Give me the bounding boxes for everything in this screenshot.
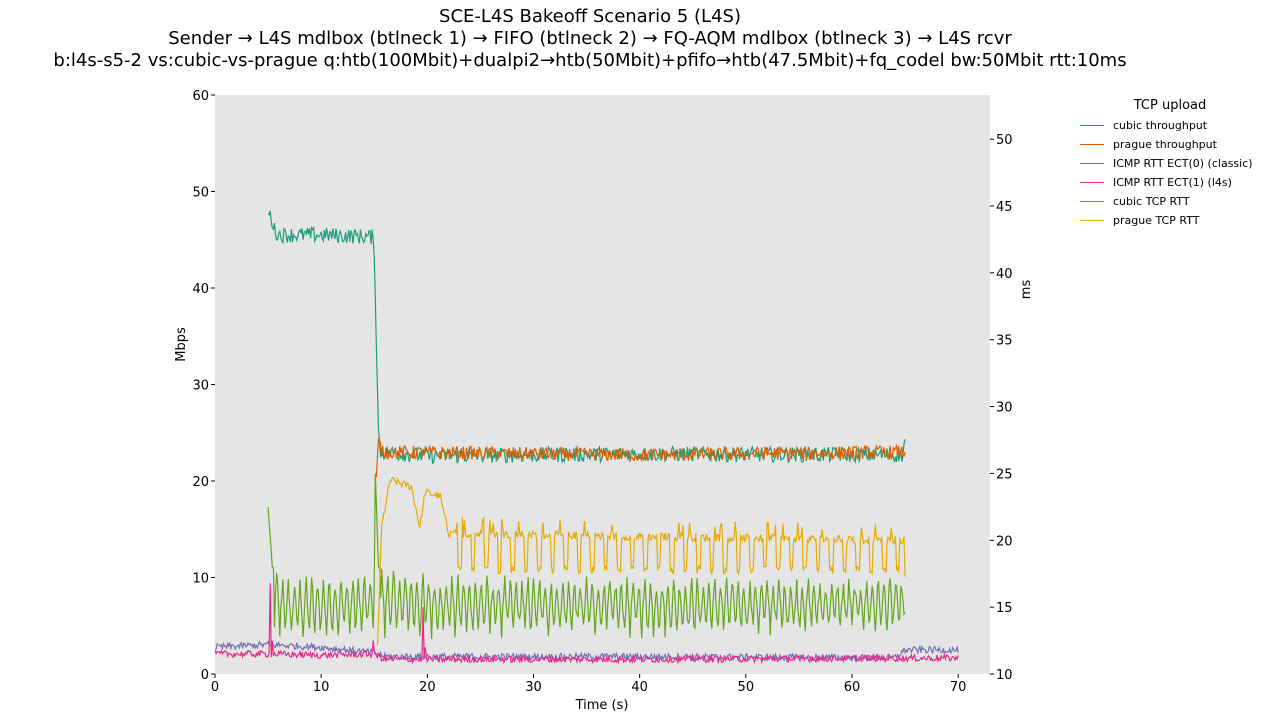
legend: TCP upload cubic throughput prague throug… — [1080, 98, 1270, 230]
legend-label: cubic throughput — [1113, 119, 1208, 132]
y-left-tick-label: 60 — [192, 89, 209, 104]
y-right-tick-label: 25 — [996, 467, 1013, 482]
y-right-tick-label: 20 — [996, 534, 1013, 549]
x-axis-label: Time (s) — [575, 698, 629, 713]
x-tick-label: 30 — [525, 680, 542, 695]
y-axis-right-label: ms — [1019, 280, 1034, 300]
y-left-tick-label: 20 — [192, 475, 209, 490]
x-tick-label: 50 — [738, 680, 755, 695]
series-line-cubic-throughput — [267, 210, 906, 465]
series-line-icmp-rtt-ect-0-classic- — [214, 640, 959, 663]
y-left-tick-label: 50 — [192, 186, 209, 201]
legend-label: prague TCP RTT — [1113, 214, 1200, 227]
y-right-tick-label: 15 — [996, 601, 1013, 616]
legend-entry: prague throughput — [1080, 135, 1270, 154]
x-tick-label: 10 — [313, 680, 330, 695]
legend-swatch — [1080, 163, 1104, 164]
y-left-tick-label: 30 — [192, 379, 209, 394]
legend-label: ICMP RTT ECT(1) (l4s) — [1113, 176, 1232, 189]
x-tick-label: 40 — [631, 680, 648, 695]
legend-swatch — [1080, 201, 1104, 202]
y-right-tick-label: 40 — [996, 267, 1013, 282]
chart-subtitle-path: Sender → L4S mdlbox (btlneck 1) → FIFO (… — [168, 28, 1012, 49]
x-tick-label: 60 — [844, 680, 861, 695]
y-left-tick-label: 10 — [192, 572, 209, 587]
series-line-prague-throughput — [375, 438, 906, 478]
legend-entry: ICMP RTT ECT(0) (classic) — [1080, 154, 1270, 173]
y-right-tick-label: 30 — [996, 401, 1013, 416]
y-right-tick-label: 10 — [996, 668, 1013, 683]
y-right-tick-label: 45 — [996, 200, 1013, 215]
y-axis-left-label: Mbps — [174, 327, 189, 362]
x-tick-label: 70 — [950, 680, 967, 695]
legend-entry: ICMP RTT ECT(1) (l4s) — [1080, 173, 1270, 192]
series-layer — [214, 210, 959, 665]
y-left-tick-label: 40 — [192, 282, 209, 297]
y-right-tick-label: 35 — [996, 334, 1013, 349]
legend-label: prague throughput — [1113, 138, 1217, 151]
plot-area — [215, 95, 990, 674]
chart-title: SCE-L4S Bakeoff Scenario 5 (L4S) — [439, 6, 741, 27]
legend-swatch — [1080, 182, 1104, 183]
series-line-prague-tcp-rtt — [376, 476, 906, 647]
series-line-cubic-tcp-rtt — [267, 473, 906, 640]
y-right-tick-label: 50 — [996, 133, 1013, 148]
legend-entry: cubic throughput — [1080, 116, 1270, 135]
legend-swatch — [1080, 220, 1104, 221]
legend-title: TCP upload — [1133, 98, 1207, 113]
legend-swatch — [1080, 125, 1104, 126]
legend-label: cubic TCP RTT — [1113, 195, 1190, 208]
y-left-tick-label: 0 — [201, 668, 209, 683]
legend-swatch — [1080, 144, 1104, 145]
x-tick-label: 0 — [211, 680, 219, 695]
chart-title-block: SCE-L4S Bakeoff Scenario 5 (L4S) Sender … — [0, 6, 1180, 72]
legend-label: ICMP RTT ECT(0) (classic) — [1113, 157, 1253, 170]
x-tick-label: 20 — [419, 680, 436, 695]
legend-items: cubic throughput prague throughput ICMP RT… — [1080, 116, 1270, 230]
legend-entry: cubic TCP RTT — [1080, 192, 1270, 211]
chart-subtitle-params: b:l4s-s5-2 vs:cubic-vs-prague q:htb(100M… — [53, 50, 1127, 71]
axis-layer: 0 10 20 30 40 50 60 70 0 10 20 30 40 50 60 10 15 20 25 30 35… — [192, 89, 1012, 695]
series-line-icmp-rtt-ect-1-l4s- — [214, 583, 959, 665]
legend-entry: prague TCP RTT — [1080, 211, 1270, 230]
